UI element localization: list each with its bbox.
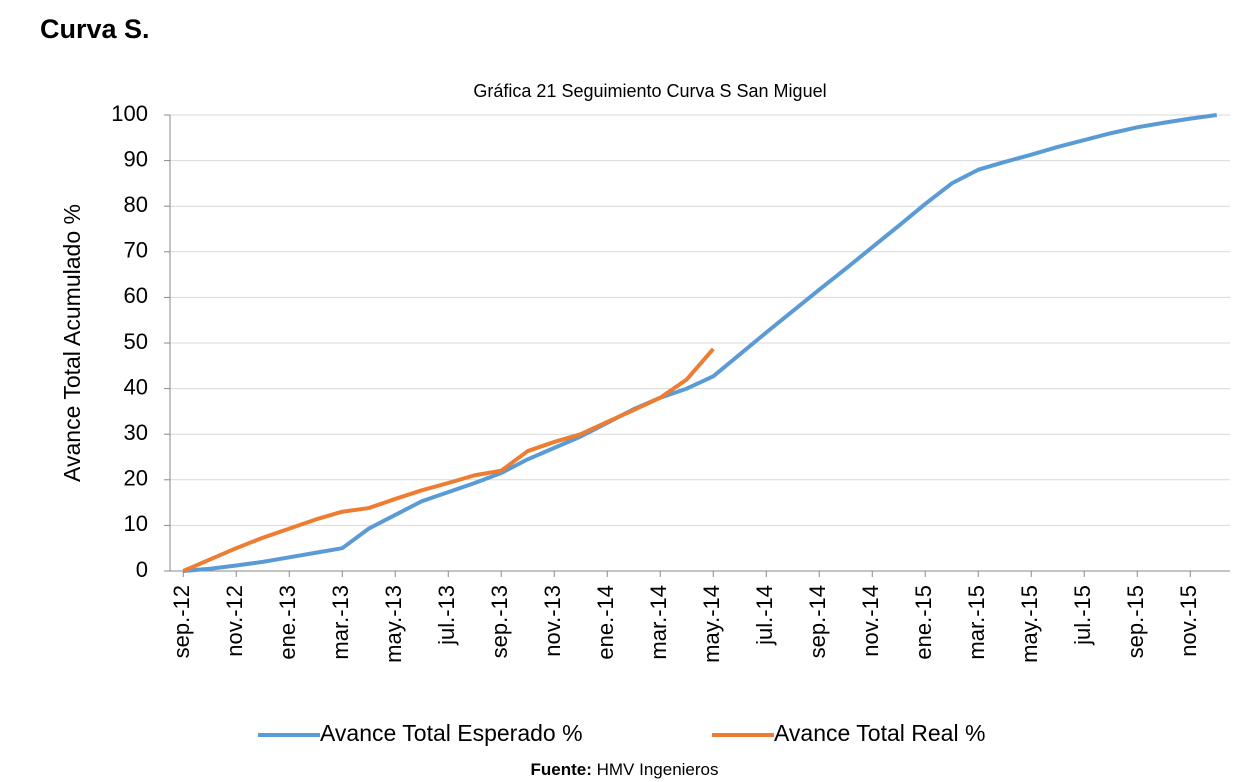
heading: Curva S.	[40, 14, 150, 44]
y-tick-label: 20	[124, 466, 148, 491]
y-tick-label: 80	[124, 192, 148, 217]
x-tick-label: sep.-14	[805, 585, 830, 658]
y-tick-label: 0	[136, 557, 148, 582]
x-tick-label: nov.-12	[222, 585, 247, 657]
source-label: Fuente:	[530, 760, 592, 779]
y-tick-label: 70	[124, 238, 148, 263]
y-tick-label: 40	[124, 374, 148, 399]
y-tick-label: 50	[124, 329, 148, 354]
x-tick-label: may.-13	[381, 585, 406, 663]
y-tick-label: 100	[111, 101, 148, 126]
x-tick-label: mar.-15	[964, 585, 989, 660]
y-tick-label: 90	[124, 146, 148, 171]
x-tick-label: sep.-15	[1123, 585, 1148, 658]
x-tick-label: ene.-14	[593, 585, 618, 660]
chart: Gráfica 21 Seguimiento Curva S San Migue…	[59, 81, 1230, 746]
x-tick-label: sep.-13	[487, 585, 512, 658]
x-tick-label: nov.-15	[1176, 585, 1201, 657]
series-line	[183, 113, 1218, 573]
source-text: HMV Ingenieros	[596, 760, 719, 779]
series-line	[182, 347, 715, 573]
x-tick-label: jul.-15	[1070, 585, 1095, 646]
chart-title: Gráfica 21 Seguimiento Curva S San Migue…	[473, 81, 826, 101]
x-tick-label: jul.-13	[434, 585, 459, 646]
legend-label: Avance Total Real %	[774, 720, 985, 746]
caption: Fuente: HMV Ingenieros	[0, 760, 1249, 780]
x-tick-label: ene.-13	[275, 585, 300, 660]
x-tick-label: sep.-12	[169, 585, 194, 658]
x-tick-label: nov.-13	[540, 585, 565, 657]
x-tick-label: nov.-14	[858, 585, 883, 657]
y-tick-label: 60	[124, 283, 148, 308]
x-tick-label: may.-14	[699, 585, 724, 663]
x-tick-label: jul.-14	[752, 585, 777, 646]
x-tick-label: mar.-14	[646, 585, 671, 660]
y-axis-label: Avance Total Acumulado %	[59, 204, 85, 482]
y-tick-label: 30	[124, 420, 148, 445]
x-tick-label: mar.-13	[328, 585, 353, 660]
y-tick-label: 10	[124, 511, 148, 536]
x-tick-label: ene.-15	[911, 585, 936, 660]
legend-label: Avance Total Esperado %	[320, 720, 583, 746]
x-tick-label: may.-15	[1017, 585, 1042, 663]
